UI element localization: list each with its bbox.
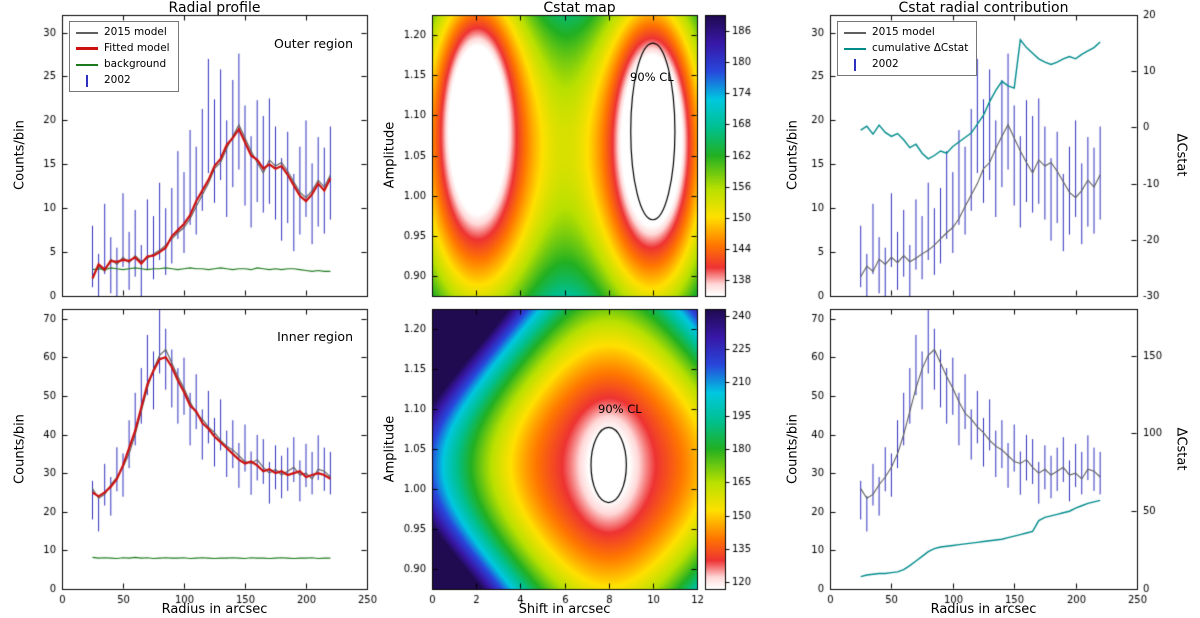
legend-label-cumulative-dcstat: cumulative ΔCstat [872,42,969,54]
legend-item-2002: 2002 [844,58,968,71]
ylabel-amplitude-outer: Amplitude [382,121,398,189]
xlabel-shift: Shift in arcsec [518,602,611,617]
legend-label-2002: 2002 [872,58,899,70]
legend-label-fitted-model: Fitted model [104,42,170,54]
legend-label-2015-model: 2015 model [872,26,935,38]
annotation-inner-region: Inner region [277,329,353,344]
legend-item-2015-model: 2015 model [844,26,968,39]
legend-label-2002: 2002 [104,74,131,86]
ylabel-dcstat-outer: ΔCstat [1173,133,1189,177]
legend-label-2015-model: 2015 model [104,26,167,38]
ylabel-amplitude-inner: Amplitude [382,415,398,483]
legend-label-background: background [104,58,167,70]
legend-item-2002: 2002 [76,74,170,87]
ylabel-counts-contrib-inner: Counts/bin [785,414,801,484]
line-sample-background [76,63,98,66]
legend-radial-profile: 2015 model Fitted model background 2002 [69,21,179,92]
title-radial-profile: Radial profile [168,0,261,16]
legend-item-background: background [76,58,170,71]
xlabel-radius-left: Radius in arcsec [161,602,268,617]
confidence-label-inner: 90% CL [598,402,642,416]
title-cstat-radial-contribution: Cstat radial contribution [898,0,1069,16]
errorbar-sample-2002 [854,58,856,71]
line-sample-2015-model [76,31,98,34]
confidence-label-outer: 90% CL [630,70,674,84]
legend-item-fitted-model: Fitted model [76,42,170,55]
errorbar-sample-2002 [86,74,88,87]
title-cstat-map: Cstat map [543,0,616,16]
legend-item-cumulative-dcstat: cumulative ΔCstat [844,42,968,55]
line-sample-fitted-model [76,47,98,50]
line-sample-2015-model [844,31,866,34]
legend-item-2015-model: 2015 model [76,26,170,39]
xlabel-radius-right: Radius in arcsec [930,602,1037,617]
legend-cstat-contribution: 2015 model cumulative ΔCstat 2002 [837,21,978,76]
annotation-outer-region: Outer region [274,36,353,51]
ylabel-counts-inner: Counts/bin [12,414,28,484]
ylabel-counts-contrib-outer: Counts/bin [785,120,801,190]
ylabel-dcstat-inner: ΔCstat [1173,427,1189,471]
ylabel-counts-outer: Counts/bin [12,120,28,190]
line-sample-cumulative-dcstat [844,47,866,50]
